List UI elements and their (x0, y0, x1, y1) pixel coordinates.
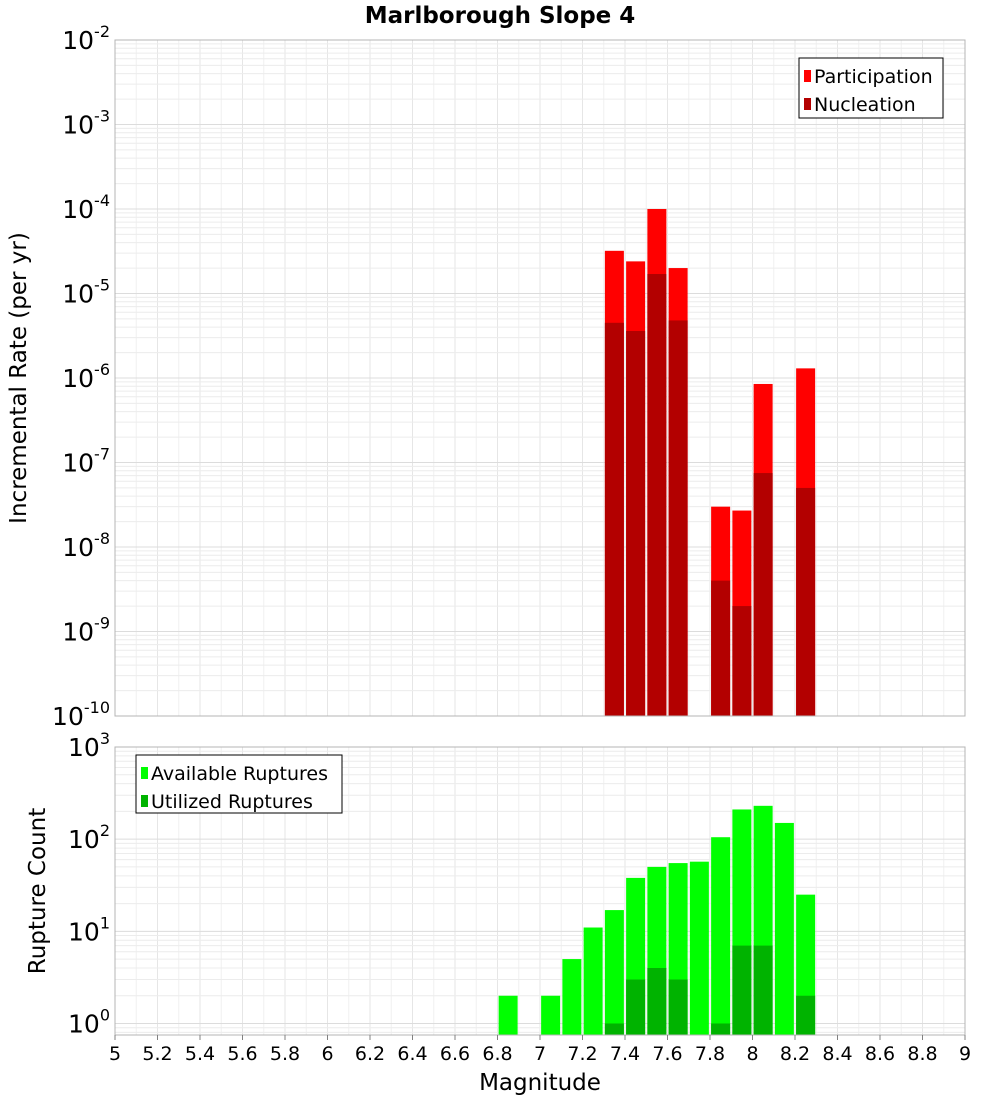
x-tick-label: 8.8 (907, 1043, 937, 1065)
legend-swatch (141, 795, 148, 807)
top-legend: Participation Nucleation (798, 57, 944, 119)
top-bars (604, 209, 816, 716)
y-tick-label: 10-5 (62, 276, 110, 309)
y-tick-label: 103 (68, 729, 110, 762)
y-tick-label: 10-8 (62, 529, 110, 562)
top-y-axis-title: Incremental Rate (per yr) (6, 232, 32, 524)
nucleation-bar (647, 274, 667, 716)
utilized-ruptures-bar (796, 995, 816, 1035)
top-grid (114, 39, 966, 717)
available-ruptures-bar (774, 822, 794, 1035)
utilized-ruptures-bar (647, 967, 667, 1035)
x-tick-label: 5 (109, 1043, 121, 1065)
y-tick-label: 10-9 (62, 614, 110, 647)
x-tick-label: 6.4 (397, 1043, 427, 1065)
x-tick-label: 6.6 (440, 1043, 470, 1065)
legend-label: Available Ruptures (151, 763, 328, 785)
available-ruptures-bar (541, 995, 561, 1035)
y-tick-label: 10-7 (62, 445, 110, 478)
legend-box (135, 754, 343, 814)
x-tick-label: 6.8 (482, 1043, 512, 1065)
utilized-ruptures-bar (711, 1023, 731, 1035)
x-tick-label: 5.2 (142, 1043, 172, 1065)
legend-swatch (804, 98, 811, 110)
x-axis-title: Magnitude (479, 1070, 601, 1096)
x-tick-label: 7.6 (652, 1043, 682, 1065)
legend-label: Nucleation (814, 94, 916, 116)
available-ruptures-bar (689, 861, 709, 1035)
available-ruptures-bar (498, 995, 518, 1035)
x-tick-label: 9 (959, 1043, 971, 1065)
x-tick-label: 8 (746, 1043, 758, 1065)
utilized-ruptures-bar (626, 979, 646, 1035)
y-tick-label: 101 (68, 913, 110, 946)
nucleation-bar (604, 322, 624, 716)
nucleation-bar (732, 606, 752, 716)
bottom-legend: Available Ruptures Utilized Ruptures (135, 754, 343, 814)
chart-title: Marlborough Slope 4 (365, 3, 636, 29)
y-tick-label: 10-4 (62, 191, 110, 224)
utilized-ruptures-bar (753, 945, 773, 1035)
nucleation-bar (711, 580, 731, 716)
y-tick-label: 102 (68, 821, 110, 854)
x-tick-label: 6 (321, 1043, 333, 1065)
utilized-ruptures-bar (668, 979, 688, 1035)
x-tick-label: 7.2 (567, 1043, 597, 1065)
available-ruptures-bar (711, 837, 731, 1035)
available-ruptures-bar (562, 959, 582, 1035)
x-tick-label: 8.4 (822, 1043, 852, 1065)
x-tick-label: 5.8 (270, 1043, 300, 1065)
bottom-y-tick-labels: 100 101 102 103 (68, 729, 110, 1038)
legend-swatch (141, 767, 148, 779)
x-tick-labels: 5 5.2 5.4 5.6 5.8 6 6.2 6.4 6.6 6.8 7 7.2 7.4 7.6 7.8 8… (109, 1035, 971, 1065)
bottom-bars (498, 805, 816, 1035)
x-tick-label: 7.8 (695, 1043, 725, 1065)
bottom-panel: 100 101 102 103 5 5.2 5.4 5.6 5.8 6 6.2 6.4 6.6 6.8 7… (68, 729, 971, 1065)
available-ruptures-bar (583, 927, 603, 1035)
nucleation-bar (796, 487, 816, 716)
x-tick-label: 7.4 (610, 1043, 640, 1065)
top-y-tick-labels: 10-10 10-9 10-8 10-7 10-6 10-5 10-4 10-3 10-2 (52, 22, 110, 731)
top-panel: 10-10 10-9 10-8 10-7 10-6 10-5 10-4 10-3 10-2 Pa… (52, 22, 966, 731)
legend-swatch (804, 70, 811, 82)
x-tick-label: 5.6 (227, 1043, 257, 1065)
y-tick-label: 100 (68, 1005, 110, 1038)
legend-label: Participation (814, 66, 933, 88)
y-tick-label: 10-3 (62, 107, 110, 140)
x-tick-label: 5.4 (185, 1043, 215, 1065)
nucleation-bar (626, 330, 646, 716)
x-tick-label: 6.2 (355, 1043, 385, 1065)
y-tick-label: 10-2 (62, 22, 110, 55)
top-plot-border (114, 39, 966, 717)
legend-label: Utilized Ruptures (151, 791, 313, 813)
y-tick-label: 10-6 (62, 360, 110, 393)
bottom-y-axis-title: Rupture Count (25, 808, 51, 974)
legend-box (798, 57, 944, 119)
nucleation-bar (753, 473, 773, 716)
available-ruptures-bar (604, 910, 624, 1035)
x-tick-label: 8.6 (865, 1043, 895, 1065)
x-tick-label: 7 (534, 1043, 546, 1065)
utilized-ruptures-bar (604, 1023, 624, 1035)
nucleation-bar (668, 320, 688, 716)
y-tick-label: 10-10 (52, 698, 110, 731)
utilized-ruptures-bar (732, 945, 752, 1035)
x-tick-label: 8.2 (780, 1043, 810, 1065)
